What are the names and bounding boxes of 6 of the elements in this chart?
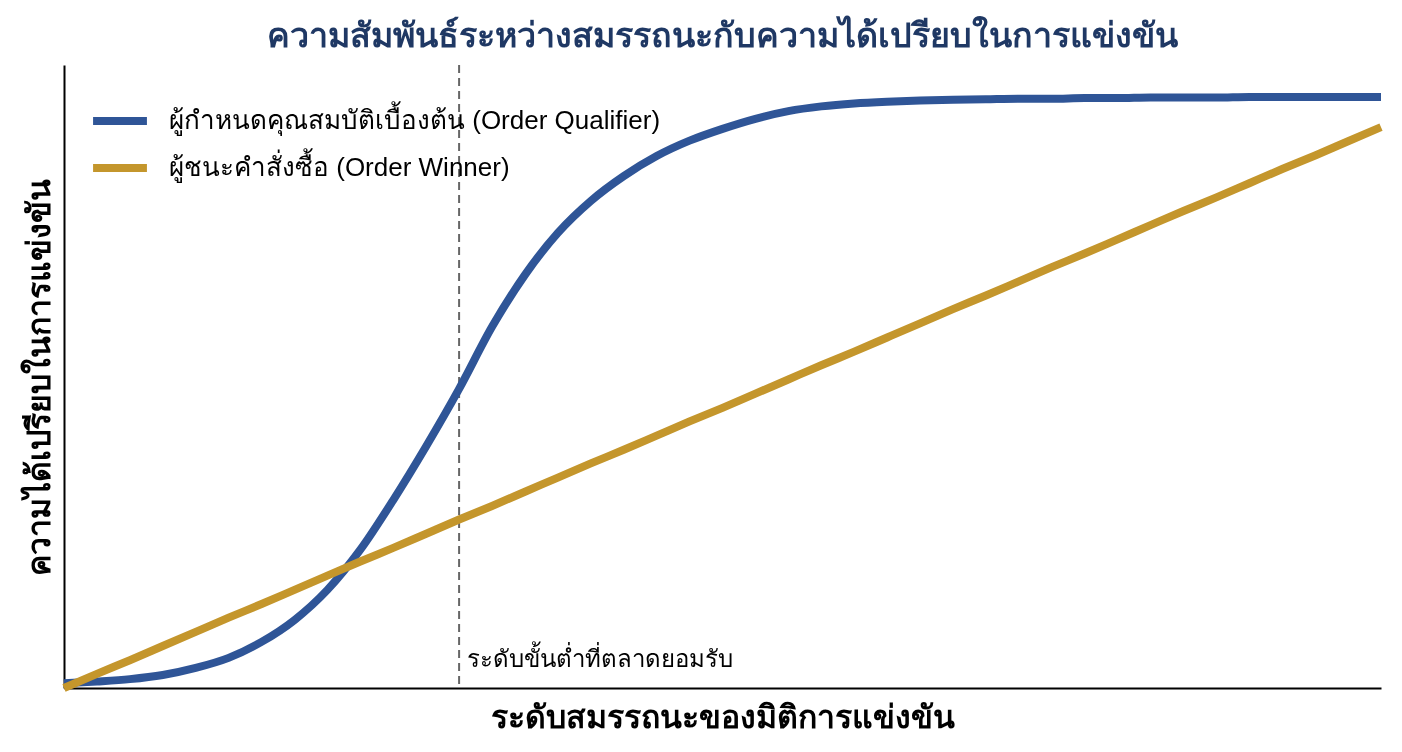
legend-label: ผู้ชนะคำสั่งซื้อ (Order Winner)	[169, 148, 510, 183]
chart-title: ความสัมพันธ์ระหว่างสมรรถนะกับความได้เปรียบในการแข่งขัน	[267, 15, 1178, 54]
x-axis-title: ระดับสมรรถนะของมิติการแข่งขัน	[491, 698, 955, 735]
y-axis-title: ความได้เปรียบในการแข่งขัน	[19, 178, 57, 576]
legend-label: ผู้กำหนดคุณสมบัติเบื้องต้น (Order Qualifier)	[169, 101, 661, 136]
annotation: ระดับขั้นต่ำที่ตลาดยอมรับ	[467, 640, 734, 672]
